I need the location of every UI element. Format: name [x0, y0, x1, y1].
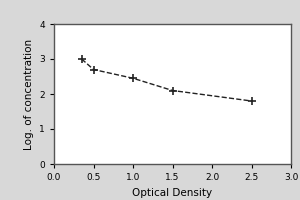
Y-axis label: Log. of concentration: Log. of concentration — [24, 38, 34, 150]
X-axis label: Optical Density: Optical Density — [132, 188, 213, 198]
